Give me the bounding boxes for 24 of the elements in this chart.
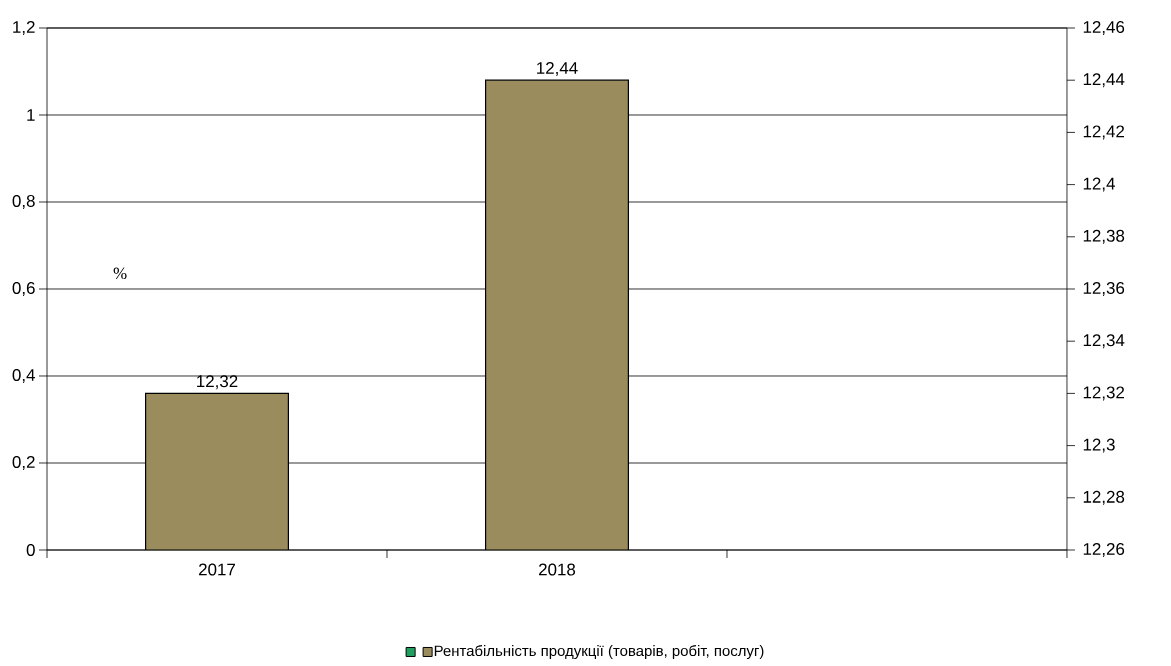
y-tick-label: 0	[26, 544, 35, 556]
y2-tick-label: 12,36	[1083, 282, 1125, 296]
y2-tick-label: 12,34	[1083, 334, 1125, 349]
y2-tick-label: 12,32	[1083, 386, 1125, 401]
legend-label: Рентабільність продукції (товарів, робіт, послуг)	[434, 644, 764, 660]
x-tick-label: 2017	[199, 563, 235, 576]
y-tick-label: 0,8	[12, 195, 35, 209]
y2-tick-label: 12,26	[1083, 543, 1125, 557]
y2-tick-label: 12,3	[1083, 438, 1115, 453]
data-label: 12,44	[537, 62, 578, 76]
y2-tick-label: 12,42	[1083, 125, 1125, 140]
y-tick-label: 0,6	[12, 282, 35, 296]
y-tick-label: 0,2	[12, 456, 35, 470]
data-label: 12,32	[197, 375, 238, 390]
y2-tick-label: 12,38	[1083, 229, 1125, 244]
y2-tick-label: 12,44	[1083, 73, 1125, 88]
y2-tick-label: 12,28	[1083, 490, 1125, 505]
y2-tick-label: 12,46	[1083, 20, 1125, 35]
y2-tick-label: 12,4	[1083, 177, 1115, 192]
y-tick-label: 1,2	[13, 20, 35, 35]
x-tick-label: 2018	[539, 563, 576, 576]
y-tick-label: 1	[27, 109, 35, 121]
y-tick-label: 0,4	[12, 369, 35, 383]
y-axis-title: %	[113, 267, 127, 280]
